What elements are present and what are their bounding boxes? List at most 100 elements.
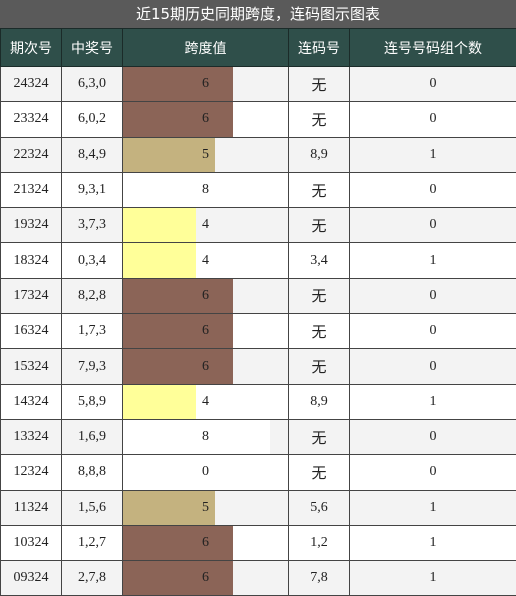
numbers-cell: 6,3,0	[61, 65, 123, 103]
span-value: 6	[202, 76, 209, 92]
issue-cell: 23324	[0, 101, 62, 138]
span-cell: 6	[122, 560, 289, 596]
span-bar	[123, 314, 233, 349]
table-row: 13324 1,6,9 8 无 0	[0, 418, 516, 456]
span-bar	[123, 243, 197, 278]
span-cell: 4	[122, 207, 289, 244]
span-bar	[123, 67, 233, 102]
span-cell: 8	[122, 418, 289, 456]
span-value: 4	[202, 252, 209, 268]
lian-cell: 1,2	[288, 524, 350, 562]
lian-cell: 无	[288, 171, 350, 209]
count-cell: 0	[349, 454, 516, 491]
numbers-cell: 1,2,7	[61, 524, 123, 562]
numbers-cell: 0,3,4	[61, 242, 123, 279]
numbers-cell: 6,0,2	[61, 101, 123, 138]
count-cell: 1	[349, 524, 516, 562]
header-numbers: 中奖号	[61, 28, 123, 67]
span-bar	[123, 490, 215, 525]
span-cell: 0	[122, 454, 289, 491]
lian-cell: 无	[288, 101, 350, 138]
lian-cell: 无	[288, 454, 350, 491]
lian-cell: 无	[288, 65, 350, 103]
count-cell: 0	[349, 277, 516, 315]
numbers-cell: 2,7,8	[61, 560, 123, 596]
span-value: 5	[202, 146, 209, 162]
table-row: 22324 8,4,9 5 8,9 1	[0, 136, 516, 173]
numbers-cell: 5,8,9	[61, 383, 123, 420]
table-row: 24324 6,3,0 6 无 0	[0, 65, 516, 103]
lian-cell: 8,9	[288, 136, 350, 173]
lian-cell: 无	[288, 277, 350, 315]
span-value: 8	[202, 429, 209, 445]
numbers-cell: 8,4,9	[61, 136, 123, 173]
issue-cell: 15324	[0, 348, 62, 385]
span-value: 6	[202, 287, 209, 303]
span-bar	[123, 278, 233, 314]
lian-cell: 无	[288, 348, 350, 385]
span-value: 4	[202, 393, 209, 409]
span-bar	[123, 137, 215, 172]
lian-cell: 无	[288, 207, 350, 244]
numbers-cell: 1,5,6	[61, 489, 123, 526]
span-value: 6	[202, 570, 209, 586]
span-bar	[123, 419, 270, 455]
issue-cell: 09324	[0, 560, 62, 596]
header-issue: 期次号	[0, 28, 62, 67]
span-bar	[123, 349, 233, 384]
count-cell: 0	[349, 101, 516, 138]
span-value: 8	[202, 182, 209, 198]
span-value: 6	[202, 323, 209, 339]
numbers-cell: 9,3,1	[61, 171, 123, 209]
span-bar	[123, 525, 233, 561]
lian-cell: 5,6	[288, 489, 350, 526]
chart-title: 近15期历史同期跨度，连码图示图表	[0, 0, 516, 28]
issue-cell: 12324	[0, 454, 62, 491]
numbers-cell: 8,2,8	[61, 277, 123, 315]
count-cell: 0	[349, 207, 516, 244]
issue-cell: 22324	[0, 136, 62, 173]
span-bar	[123, 172, 270, 208]
count-cell: 0	[349, 313, 516, 350]
issue-cell: 13324	[0, 418, 62, 456]
span-cell: 6	[122, 524, 289, 562]
issue-cell: 21324	[0, 171, 62, 209]
span-bar	[123, 208, 197, 243]
count-cell: 0	[349, 171, 516, 209]
table-row: 16324 1,7,3 6 无 0	[0, 313, 516, 350]
numbers-cell: 7,9,3	[61, 348, 123, 385]
span-cell: 8	[122, 171, 289, 209]
numbers-cell: 3,7,3	[61, 207, 123, 244]
span-cell: 6	[122, 313, 289, 350]
span-value: 6	[202, 111, 209, 127]
issue-cell: 16324	[0, 313, 62, 350]
span-cell: 4	[122, 242, 289, 279]
span-cell: 5	[122, 489, 289, 526]
table-row: 15324 7,9,3 6 无 0	[0, 348, 516, 385]
span-table: 期次号 中奖号 跨度值 连码号 连号号码组个数 24324 6,3,0 6 无 0 233…	[0, 28, 516, 596]
count-cell: 0	[349, 348, 516, 385]
header-lian: 连码号	[288, 28, 350, 67]
count-cell: 1	[349, 560, 516, 596]
numbers-cell: 1,7,3	[61, 313, 123, 350]
count-cell: 0	[349, 418, 516, 456]
issue-cell: 10324	[0, 524, 62, 562]
lian-cell: 无	[288, 313, 350, 350]
table-row: 11324 1,5,6 5 5,6 1	[0, 489, 516, 526]
lian-cell: 无	[288, 418, 350, 456]
count-cell: 0	[349, 65, 516, 103]
count-cell: 1	[349, 136, 516, 173]
table-row: 14324 5,8,9 4 8,9 1	[0, 383, 516, 420]
issue-cell: 19324	[0, 207, 62, 244]
lian-cell: 3,4	[288, 242, 350, 279]
table-row: 12324 8,8,8 0 无 0	[0, 454, 516, 491]
span-cell: 6	[122, 348, 289, 385]
span-value: 4	[202, 217, 209, 233]
issue-cell: 24324	[0, 65, 62, 103]
table-row: 23324 6,0,2 6 无 0	[0, 101, 516, 138]
span-bar	[123, 102, 233, 137]
table-row: 19324 3,7,3 4 无 0	[0, 207, 516, 244]
issue-cell: 14324	[0, 383, 62, 420]
count-cell: 1	[349, 242, 516, 279]
span-value: 5	[202, 499, 209, 515]
